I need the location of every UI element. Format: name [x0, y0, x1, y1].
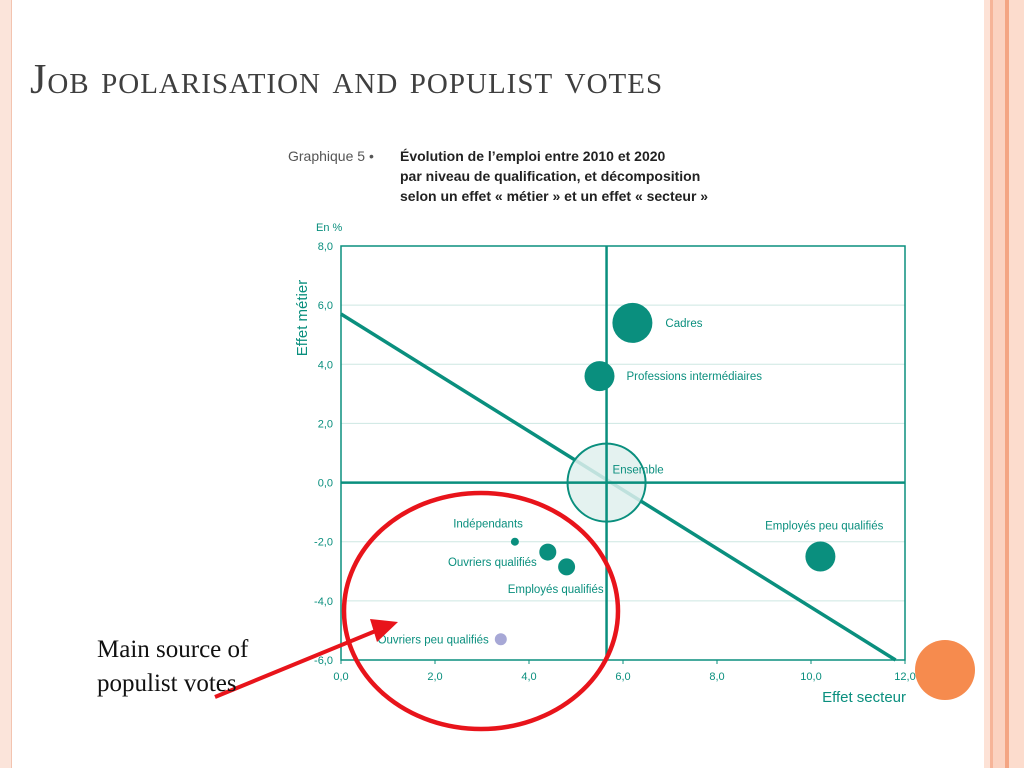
- x-tick-label: 6,0: [615, 671, 630, 683]
- tick-labels: 8,06,04,02,00,0-2,0-4,0-6,00,0 2,0 4,0 6,0 8…: [314, 241, 916, 683]
- annotation-arrow-head: [370, 619, 398, 642]
- point-ouvriers-peu-qualifies: [494, 633, 507, 646]
- x-tick-label: 0,0: [333, 671, 348, 683]
- annotation-text: Main source of populist votes: [97, 636, 249, 697]
- left-decorative-border: [0, 0, 11, 768]
- y-tick-label: 4,0: [318, 359, 333, 371]
- x-tick-label: 2,0: [427, 671, 442, 683]
- point-employes-peu-qualifies: [805, 541, 836, 572]
- label-cadres: Cadres: [665, 318, 702, 330]
- slide-title: Job polarisation and populist votes: [30, 57, 664, 103]
- figure-label: Graphique 5 •: [288, 148, 374, 164]
- label-employes-peu-qualifies: Employés peu qualifiés: [765, 521, 884, 533]
- x-tick-label: 4,0: [521, 671, 536, 683]
- annotation-layer: [214, 490, 621, 732]
- axes: [340, 245, 906, 664]
- chart-title-line-3: selon un effet « métier » et un effet « …: [400, 188, 708, 204]
- grid-lines: [341, 304, 905, 602]
- annotation-arrow-shaft: [214, 628, 379, 699]
- label-ensemble: Ensemble: [613, 465, 664, 477]
- chart-title-line-1: Évolution de l’emploi entre 2010 et 2020: [400, 148, 666, 164]
- point-independants: [510, 537, 519, 546]
- label-ouvriers-qualifies: Ouvriers qualifiés: [448, 557, 537, 569]
- point-cadres: [612, 302, 653, 343]
- label-ouvriers-peu-qualifies: Ouvriers peu qualifiés: [378, 634, 489, 646]
- orange-accent-circle: [915, 640, 975, 700]
- label-professions-intermediaires: Professions intermédiaires: [627, 371, 763, 383]
- plot-frame: [340, 245, 906, 661]
- y-tick-label: 8,0: [318, 241, 333, 253]
- unit-label: En %: [316, 222, 343, 234]
- point-labels: Cadres Professions intermédiaires Ensemble…: [378, 318, 884, 646]
- y-tick-label: -6,0: [314, 655, 333, 667]
- x-tick-label: 8,0: [709, 671, 724, 683]
- x-tick-label: 10,0: [800, 671, 821, 683]
- y-tick-label: 0,0: [318, 478, 333, 490]
- point-employes-qualifies: [558, 558, 576, 576]
- y-tick-label: -2,0: [314, 537, 333, 549]
- point-professions-intermediaires: [584, 361, 615, 392]
- y-tick-label: -4,0: [314, 596, 333, 608]
- highlight-ellipse: [341, 490, 621, 732]
- left-border-line: [11, 0, 12, 768]
- chart-title-block: Graphique 5 • Évolution de l’emploi entr…: [288, 148, 708, 204]
- y-axis-label: Effet métier: [294, 280, 311, 356]
- right-decorative-stripes: [984, 0, 1024, 768]
- point-ouvriers-qualifies: [539, 543, 557, 561]
- label-independants: Indépendants: [453, 519, 523, 531]
- y-tick-label: 6,0: [318, 300, 333, 312]
- label-employes-qualifies: Employés qualifiés: [508, 584, 604, 596]
- data-points: [494, 302, 836, 646]
- y-tick-label: 2,0: [318, 418, 333, 430]
- x-tick-label: 12,0: [894, 671, 915, 683]
- chart-title-line-2: par niveau de qualification, et décompos…: [400, 168, 700, 184]
- x-axis-label: Effet secteur: [822, 689, 906, 706]
